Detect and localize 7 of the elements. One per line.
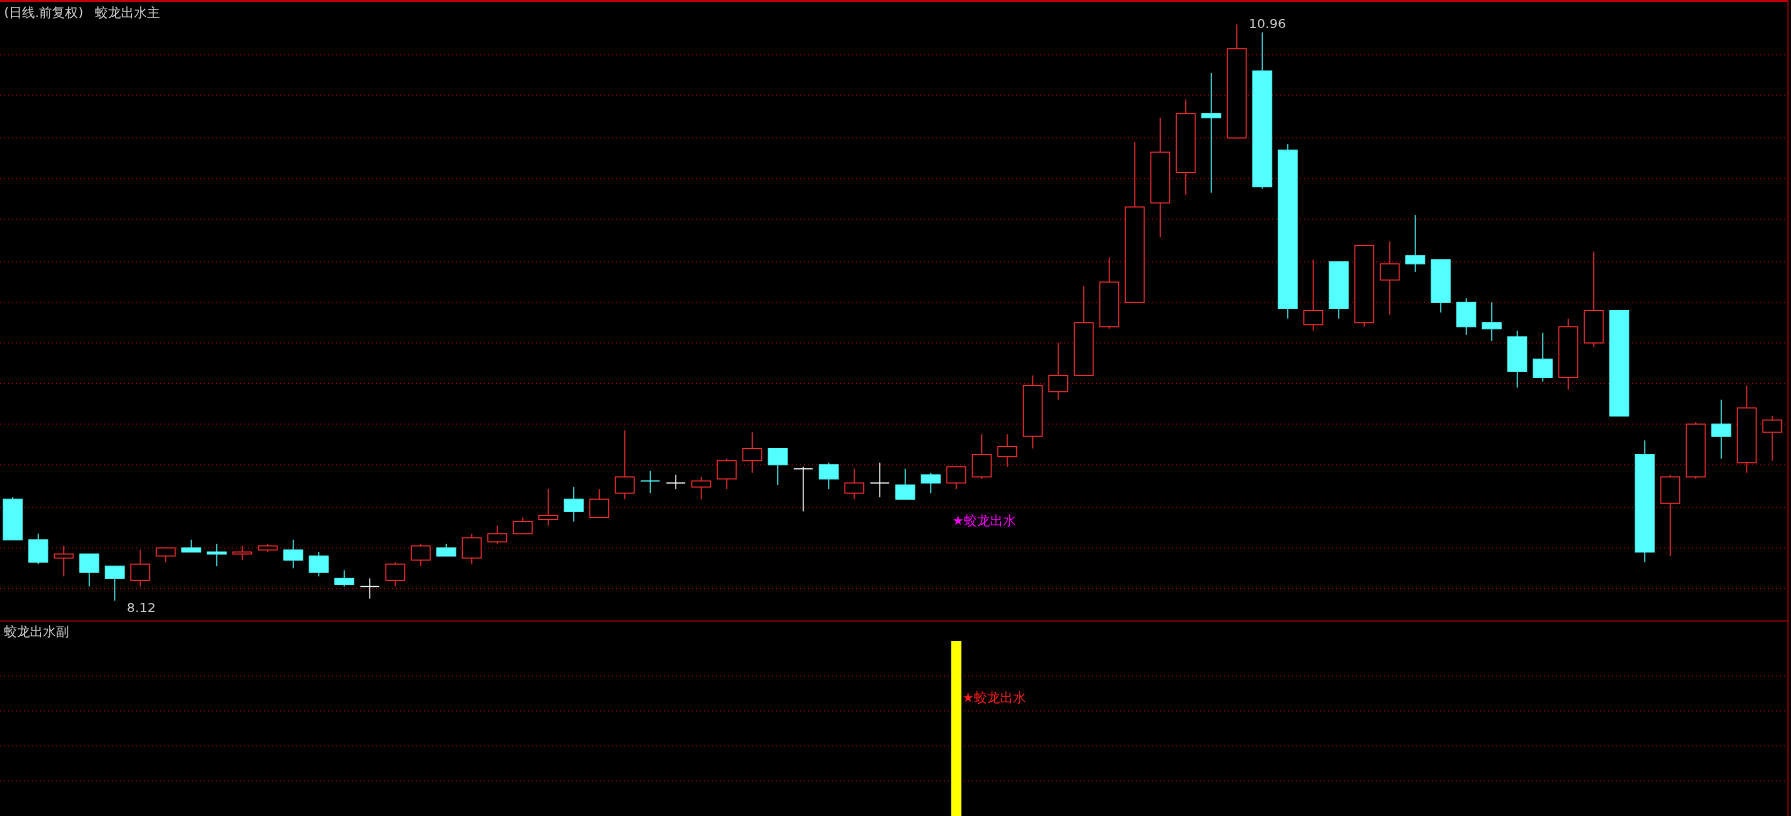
annotation: ★蛟龙出水: [952, 513, 1016, 528]
annotation: ★蛟龙出水: [962, 690, 1027, 705]
annotation: 8.12: [126, 599, 156, 615]
chart-subtitle: 蛟龙出水主: [95, 5, 161, 20]
annotation: 10.96: [1248, 16, 1286, 32]
chart-title: (日线.前复权): [4, 5, 84, 20]
chart-title: 蛟龙出水副: [4, 624, 69, 639]
